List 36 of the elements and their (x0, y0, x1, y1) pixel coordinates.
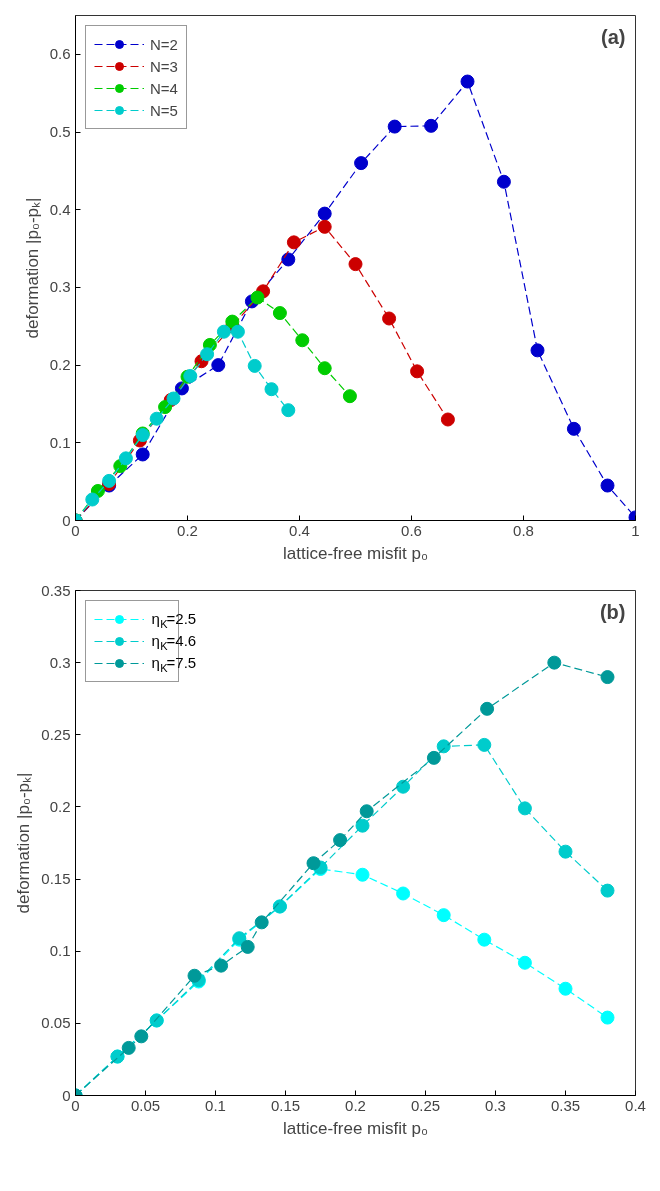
y-tick-label: 0.35 (41, 581, 71, 599)
x-tick-label: 0.8 (513, 521, 534, 539)
y-tick-label: 0.15 (41, 870, 71, 888)
x-tick-label: 0.35 (550, 1096, 581, 1114)
y-tick-label: 0.1 (49, 433, 71, 451)
x-tick-label: 0.25 (410, 1096, 441, 1114)
x-tick-label: 0.15 (270, 1096, 301, 1114)
y-tick-label: 0.2 (49, 797, 71, 815)
annotation: (a) (601, 25, 626, 48)
x-axis-title: lattice-free misfit p₀ (283, 543, 428, 563)
y-tick-label: 0.05 (41, 1014, 71, 1032)
y-axis-title: deformation |p₀-pₖ| (22, 197, 42, 339)
x-tick-label: 0.6 (401, 521, 422, 539)
x-tick-label: 0.4 (625, 1096, 646, 1114)
x-axis-title: lattice-free misfit p₀ (283, 1118, 428, 1138)
y-tick-label: 0.2 (49, 356, 71, 374)
x-tick-label: 1 (631, 521, 640, 539)
y-tick-label: 0.4 (49, 200, 71, 218)
x-tick-label: 0.05 (130, 1096, 161, 1114)
x-tick-label: 0.3 (485, 1096, 506, 1114)
y-tick-label: 0.25 (41, 725, 71, 743)
y-tick-label: 0.6 (49, 45, 71, 63)
x-tick-label: 0.4 (289, 521, 310, 539)
annotation: (b) (599, 600, 626, 623)
y-tick-label: 0.1 (49, 942, 71, 960)
y-tick-label: 0.5 (49, 123, 71, 141)
legend-label: N=2 (150, 34, 178, 54)
x-tick-label: 0.2 (177, 521, 198, 539)
legend-label: N=3 (150, 56, 178, 76)
y-axis-title: deformation |p₀-pₖ| (14, 772, 34, 914)
y-tick-label: 0.3 (49, 278, 71, 296)
y-tick-label: 0.3 (49, 653, 71, 671)
x-tick-label: 0.2 (345, 1096, 366, 1114)
x-tick-label: 0.1 (205, 1096, 226, 1114)
legend-label: N=5 (150, 100, 178, 120)
legend-label: N=4 (150, 78, 178, 98)
